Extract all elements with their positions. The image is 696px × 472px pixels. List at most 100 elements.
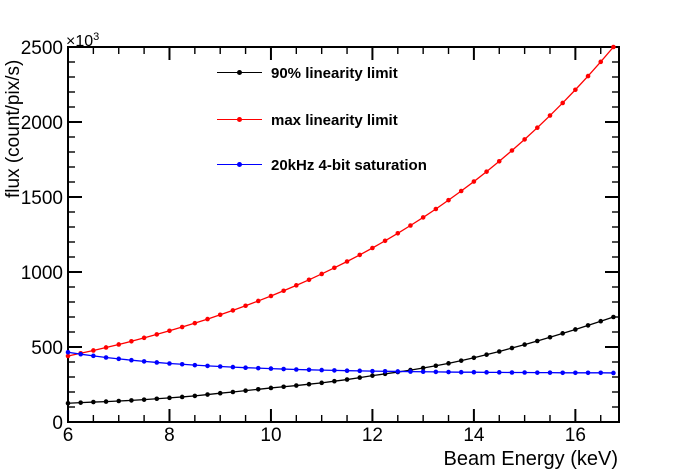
series-marker-1 <box>535 125 540 130</box>
series-marker-2 <box>382 369 388 374</box>
series-marker-0 <box>420 365 426 371</box>
series-marker-2 <box>192 362 198 368</box>
legend-entry-20khz-saturation: 20kHz 4-bit saturation <box>217 156 427 174</box>
series-marker-1 <box>319 271 324 277</box>
series-line-2 <box>67 351 614 374</box>
series-marker-0 <box>65 400 71 406</box>
x-tick-label: 12 <box>362 425 383 446</box>
series-marker-0 <box>306 381 312 387</box>
series-marker-0 <box>294 383 299 388</box>
series-marker-1 <box>243 303 248 309</box>
series-marker-2 <box>141 359 147 364</box>
series-marker-1 <box>585 73 591 79</box>
series-marker-1 <box>357 252 363 258</box>
series-marker-2 <box>167 361 172 366</box>
legend-marker-icon <box>237 117 242 122</box>
series-marker-1 <box>573 87 578 93</box>
x-tick-label: 16 <box>565 425 586 446</box>
series-marker-2 <box>522 370 527 375</box>
series-marker-1 <box>91 348 96 353</box>
series-marker-1 <box>230 308 236 313</box>
series-marker-2 <box>370 368 375 374</box>
series-marker-2 <box>230 364 236 370</box>
series-marker-2 <box>129 357 134 363</box>
plot-frame <box>67 46 620 423</box>
series-marker-1 <box>268 293 274 299</box>
series-marker-0 <box>116 398 122 404</box>
series-marker-1 <box>408 223 413 228</box>
series-marker-1 <box>560 100 565 106</box>
series-marker-2 <box>205 363 210 369</box>
series-marker-0 <box>433 363 439 369</box>
y-tick-label: 2000 <box>21 113 63 134</box>
series-marker-2 <box>509 370 515 375</box>
series-marker-2 <box>332 368 337 373</box>
series-line-1 <box>67 46 614 357</box>
y-tick-label: 2500 <box>21 38 63 59</box>
series-marker-0 <box>167 395 172 401</box>
series-marker-2 <box>395 369 401 374</box>
series-marker-1 <box>420 215 426 220</box>
series-marker-1 <box>598 59 604 65</box>
series-marker-2 <box>458 369 464 375</box>
series-marker-0 <box>344 377 350 382</box>
series-marker-2 <box>535 370 540 375</box>
legend-label: max linearity limit <box>271 111 398 129</box>
x-tick-label: 10 <box>260 425 281 446</box>
series-marker-0 <box>446 361 451 366</box>
series-marker-2 <box>433 369 439 375</box>
series-marker-1 <box>281 288 286 294</box>
series-marker-2 <box>319 367 324 373</box>
y-tick-label: 500 <box>31 338 63 359</box>
series-marker-2 <box>344 368 350 374</box>
series-marker-2 <box>217 364 223 369</box>
series-marker-1 <box>205 316 210 322</box>
y-axis-exponent: ×103 <box>66 31 99 51</box>
x-tick-label: 14 <box>463 425 485 446</box>
series-marker-0 <box>535 338 540 344</box>
series-marker-0 <box>496 349 502 354</box>
series-marker-1 <box>547 113 553 118</box>
series-marker-1 <box>154 332 160 337</box>
legend-label: 90% linearity limit <box>271 64 398 82</box>
series-marker-0 <box>141 397 147 402</box>
series-marker-2 <box>91 353 96 359</box>
series-marker-0 <box>585 323 591 328</box>
series-marker-0 <box>611 314 616 320</box>
series-marker-2 <box>154 360 160 365</box>
series-marker-1 <box>395 231 401 236</box>
series-marker-0 <box>243 388 248 393</box>
series-marker-0 <box>370 373 375 378</box>
series-marker-0 <box>217 390 223 396</box>
series-marker-0 <box>179 394 185 400</box>
series-marker-2 <box>611 370 616 376</box>
legend-sample-20khz <box>217 156 262 174</box>
series-marker-2 <box>446 369 451 375</box>
series-marker-2 <box>78 351 83 357</box>
series-marker-1 <box>344 259 350 264</box>
series-marker-0 <box>91 399 96 405</box>
series-marker-2 <box>306 367 312 373</box>
series-marker-1 <box>509 148 515 153</box>
series-marker-0 <box>573 327 578 332</box>
legend-entry-max-linearity: max linearity limit <box>217 111 398 129</box>
series-marker-0 <box>192 393 198 399</box>
y-axis-title: flux (count/pix/s) <box>3 59 24 198</box>
series-marker-1 <box>471 179 477 184</box>
legend-entry-90pct-linearity: 90% linearity limit <box>217 64 398 82</box>
x-tick-label: 6 <box>63 425 74 446</box>
series-marker-0 <box>230 389 236 395</box>
series-marker-1 <box>370 245 375 251</box>
series-marker-0 <box>268 385 274 391</box>
series-marker-2 <box>281 366 286 372</box>
series-marker-0 <box>103 399 109 404</box>
series-marker-2 <box>585 370 591 376</box>
series-marker-2 <box>560 370 565 376</box>
y-axis-exponent-base: ×10 <box>66 33 94 50</box>
series-marker-1 <box>306 277 312 283</box>
y-tick-label: 1000 <box>21 263 63 284</box>
y-tick-label: 0 <box>52 413 63 434</box>
series-marker-0 <box>205 392 210 397</box>
series-marker-1 <box>167 328 172 334</box>
